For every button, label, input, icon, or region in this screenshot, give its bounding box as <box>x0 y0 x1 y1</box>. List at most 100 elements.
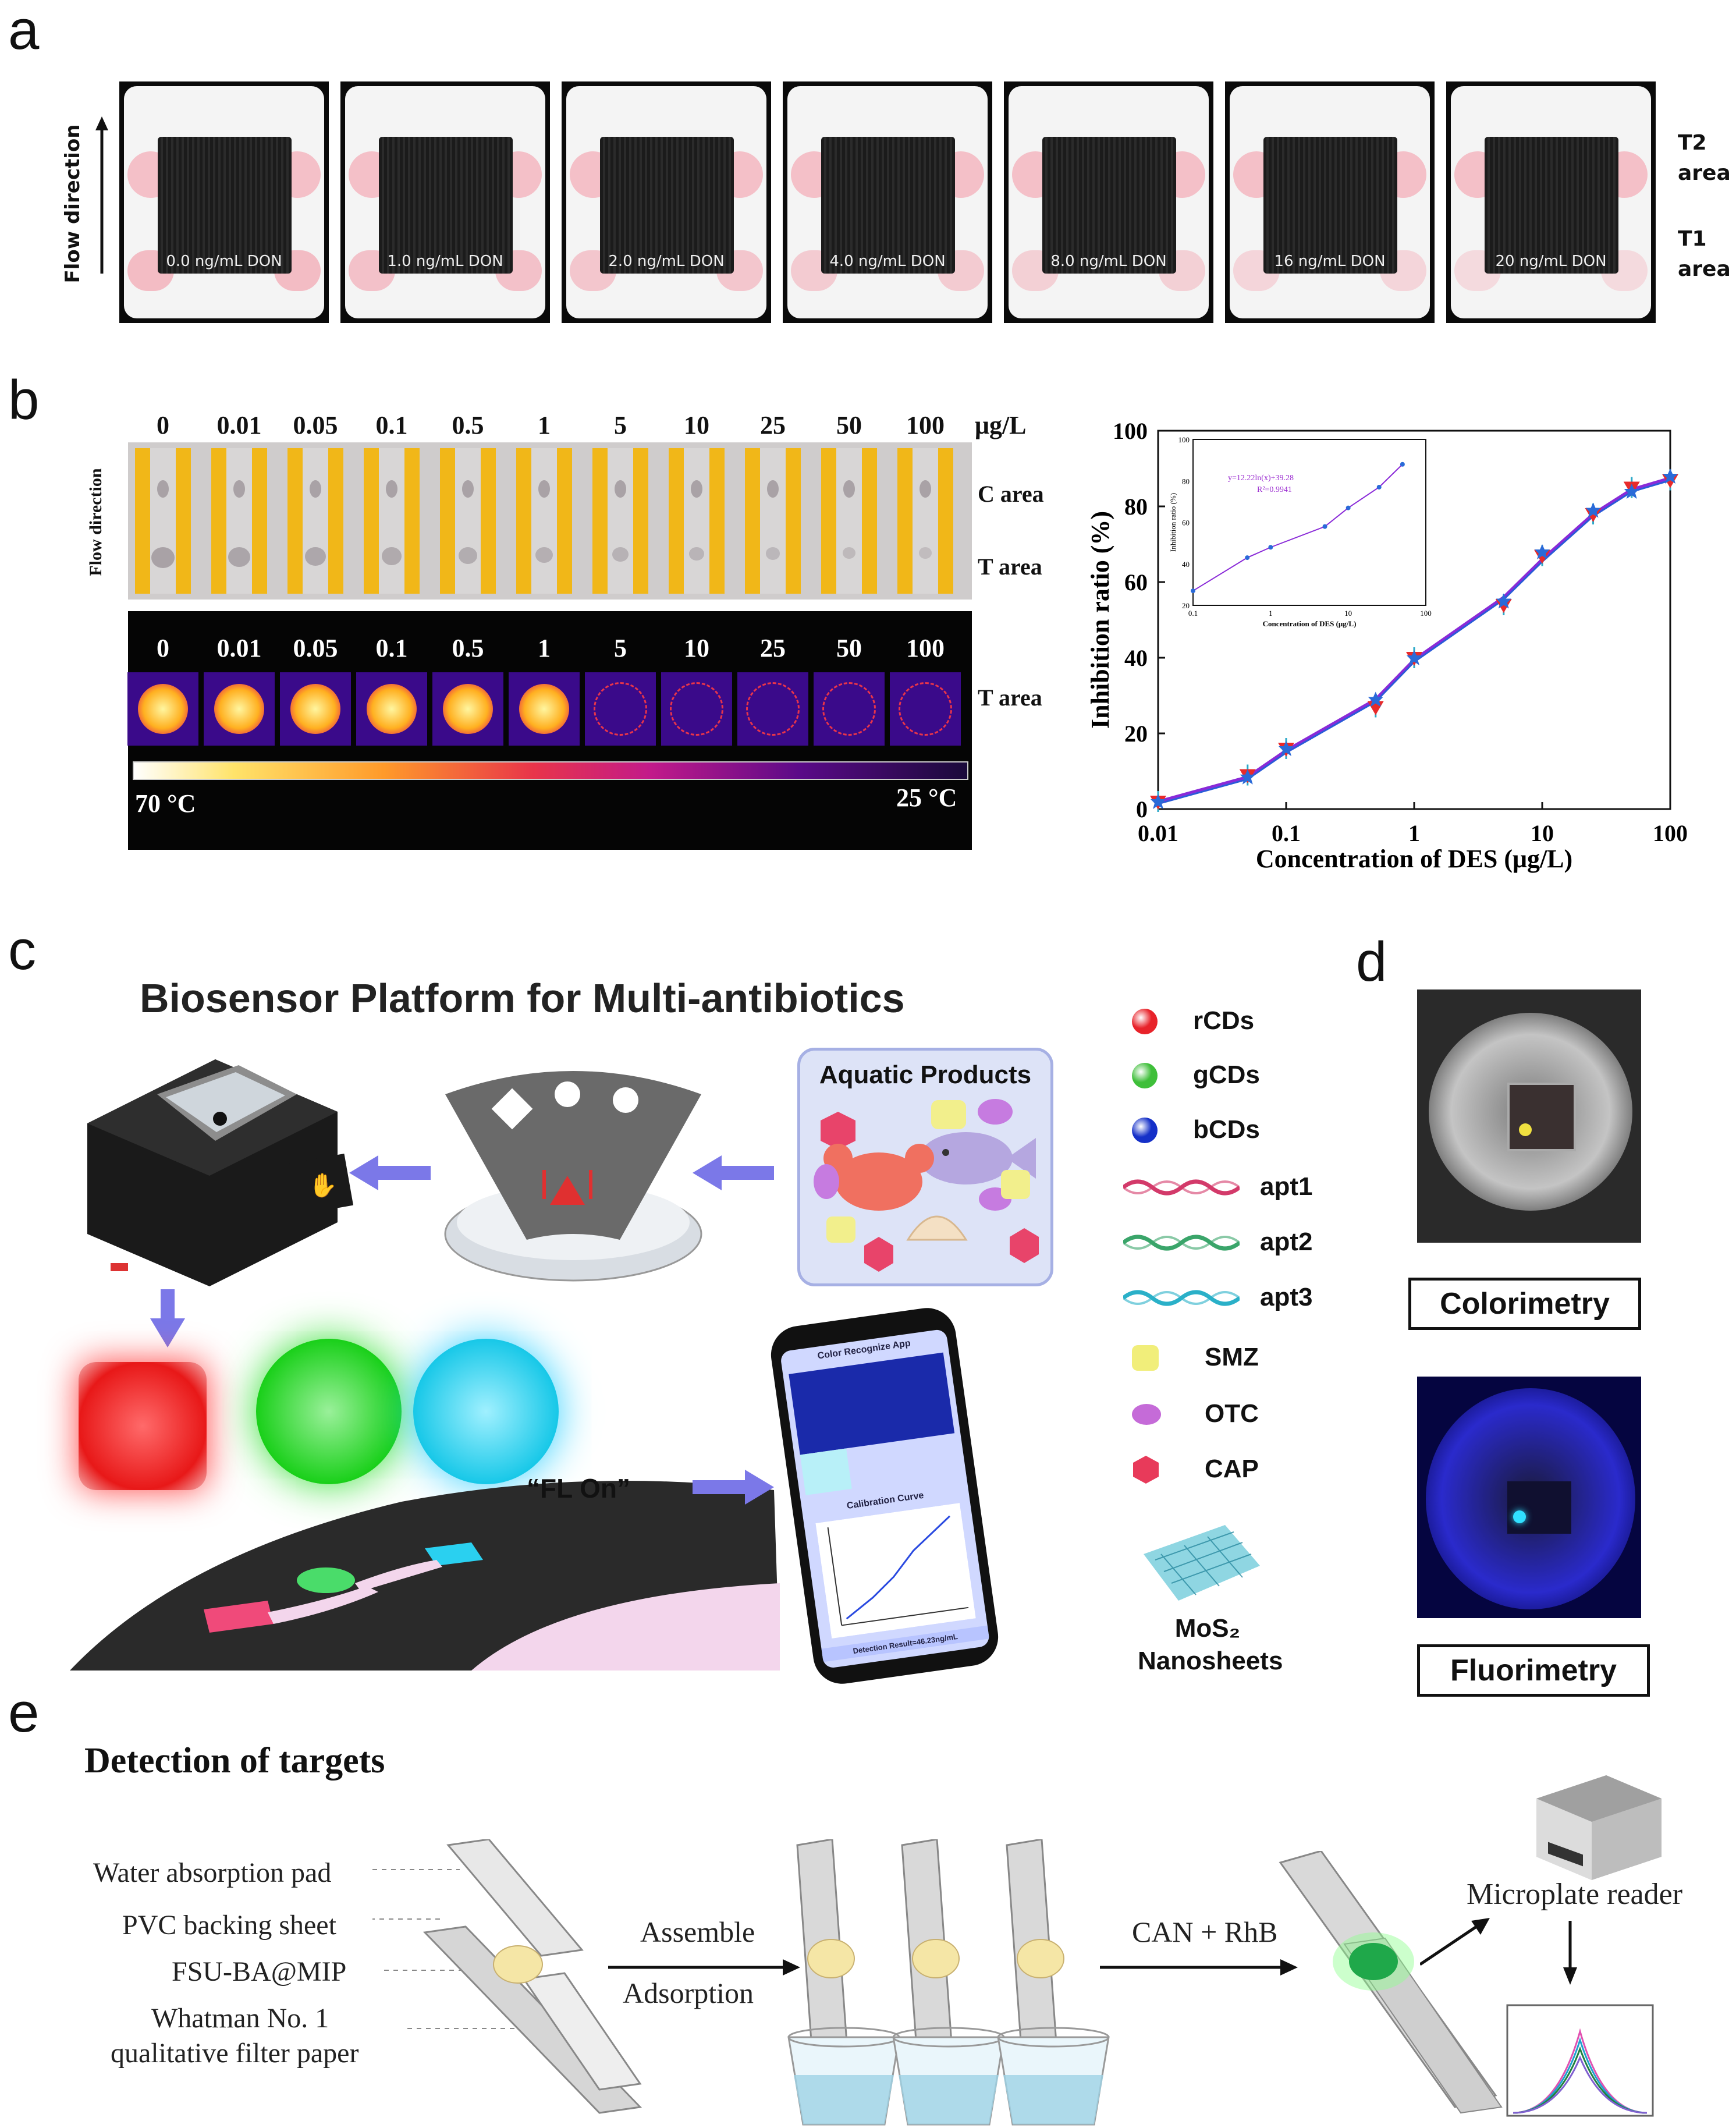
flow-direction-label: Flow direction <box>86 468 105 576</box>
lateral-flow-strip <box>364 448 420 594</box>
thermal-glow <box>899 682 952 736</box>
c-line-dot <box>615 480 626 498</box>
thermal-spot <box>585 672 656 746</box>
c-line-dot <box>462 480 474 498</box>
inset-y-label: Inhibition ratio (%) <box>1169 493 1177 552</box>
thermal-spot <box>204 672 275 746</box>
reader-label: Microplate reader <box>1467 1878 1683 1911</box>
smartphone-reader-device: ✋ <box>87 1059 354 1286</box>
t1-area-label: T1 area <box>1678 227 1731 281</box>
inset-point <box>1346 505 1351 510</box>
unit-label: μg/L <box>975 411 1027 439</box>
data-point-blue <box>1240 769 1255 785</box>
inset-point <box>1268 545 1273 550</box>
thermal-glow <box>519 684 569 734</box>
x-tick-label: 0.1 <box>1272 820 1301 846</box>
arrow-to-reader-icon <box>1420 1918 1490 1966</box>
inset-x-tick: 10 <box>1344 609 1352 618</box>
thermal-glow <box>367 684 417 734</box>
panel-c-title: Biosensor Platform for Multi-antibiotics <box>140 976 905 1021</box>
strip-concentration: 100 <box>906 411 945 439</box>
lateral-flow-strip <box>211 448 267 594</box>
thermal-glow <box>822 682 876 736</box>
temp-high-label: 70 °C <box>135 789 196 818</box>
c-line-dot <box>920 480 931 498</box>
x-tick-label: 100 <box>1653 820 1688 846</box>
strip-edge <box>592 448 608 594</box>
legend-oval-icon <box>1132 1404 1161 1425</box>
thermal-glow <box>594 682 647 736</box>
c-line-dot <box>767 480 779 498</box>
thermal-concentration: 0.01 <box>216 634 262 662</box>
inset-x-tick: 0.1 <box>1188 609 1198 618</box>
membrane-window <box>821 137 955 274</box>
svg-text:✋: ✋ <box>308 1172 338 1199</box>
data-point-blue <box>1279 741 1294 756</box>
strip-concentration: 50 <box>836 411 862 439</box>
lateral-flow-strip <box>897 448 953 594</box>
thermal-concentration: 50 <box>836 634 862 662</box>
label-filter-paper: qualitative filter paper <box>111 2038 359 2069</box>
fluorimetry-label: Fluorimetry <box>1417 1644 1650 1697</box>
legend-label: bCDs <box>1193 1115 1260 1144</box>
fit-curve-2 <box>1158 479 1671 805</box>
strip-edge <box>938 448 953 594</box>
fit-curve <box>1158 476 1671 803</box>
legend-label: CAP <box>1205 1455 1259 1483</box>
cup-with-strip <box>892 1839 1005 2126</box>
fl-on-label: “FL On” <box>527 1473 631 1503</box>
t-line-dot <box>382 547 402 565</box>
membrane-window <box>158 137 292 274</box>
strip-concentration-label: 0.0 ng/mL DON <box>166 253 282 270</box>
colorimetry-label: Colorimetry <box>1408 1278 1641 1330</box>
y-tick-label: 100 <box>1113 418 1148 444</box>
legend-label: SMZ <box>1205 1343 1259 1371</box>
thermal-spot <box>356 672 427 746</box>
c-line-dot <box>233 480 245 498</box>
reagent-label: CAN + RhB <box>1132 1916 1278 1948</box>
lateral-flow-strip <box>516 448 572 594</box>
adsorption-label: Adsorption <box>623 1977 754 2009</box>
legend-dot-icon <box>1132 1063 1158 1088</box>
t2-area-label: T2 area <box>1678 131 1731 185</box>
thermal-glow <box>138 684 188 734</box>
thermal-concentration: 25 <box>760 634 786 662</box>
lateral-flow-strip <box>745 448 801 594</box>
thermal-concentration: 0.1 <box>375 634 408 662</box>
lateral-flow-strip <box>135 448 191 594</box>
blue-cds-glow <box>413 1339 559 1484</box>
panel-e-title: Detection of targets <box>84 1741 385 1781</box>
legend-square-icon <box>1132 1345 1159 1371</box>
phone-screen: Color Recognize App Calibration Curve De… <box>779 1328 991 1669</box>
c-line-dot <box>157 480 169 498</box>
lateral-flow-strip <box>440 448 496 594</box>
thermal-glow <box>443 684 493 734</box>
lateral-flow-strip <box>287 448 343 594</box>
t-line-dot <box>612 547 629 562</box>
thermal-concentration: 10 <box>684 634 709 662</box>
data-point-blue <box>1368 691 1383 707</box>
adsorption-cups <box>787 1839 1110 2126</box>
strip-edge <box>633 448 648 594</box>
data-point-red <box>1662 474 1678 488</box>
thermal-glow <box>290 684 340 734</box>
strip-concentration: 10 <box>684 411 709 439</box>
legend-dot-icon <box>1132 1009 1158 1034</box>
strip-concentration: 0.01 <box>216 411 262 439</box>
thermal-spot <box>890 672 961 746</box>
lateral-flow-strip <box>669 448 725 594</box>
y-axis-label: Inhibition ratio (%) <box>1086 511 1114 729</box>
label-water-absorption-pad: Water absorption pad <box>93 1857 332 1888</box>
y-tick-label: 60 <box>1124 569 1148 595</box>
data-point-blue <box>1496 593 1511 609</box>
strip-edge <box>364 448 379 594</box>
legend-label: OTC <box>1205 1399 1259 1428</box>
t-line-dot <box>843 547 855 559</box>
thermal-spot <box>127 672 198 746</box>
data-point-red <box>1495 599 1512 613</box>
flow-arrow-icon <box>95 116 108 274</box>
inhibition-chart: 0 20 40 60 80 100 0.01 0.1 1 10 100 Concentration o… <box>1086 418 1688 873</box>
aquatic-products-label: Aquatic Products <box>819 1061 1032 1089</box>
strip-concentration: 1 <box>538 411 551 439</box>
legend-hexagon-icon <box>1133 1456 1159 1484</box>
